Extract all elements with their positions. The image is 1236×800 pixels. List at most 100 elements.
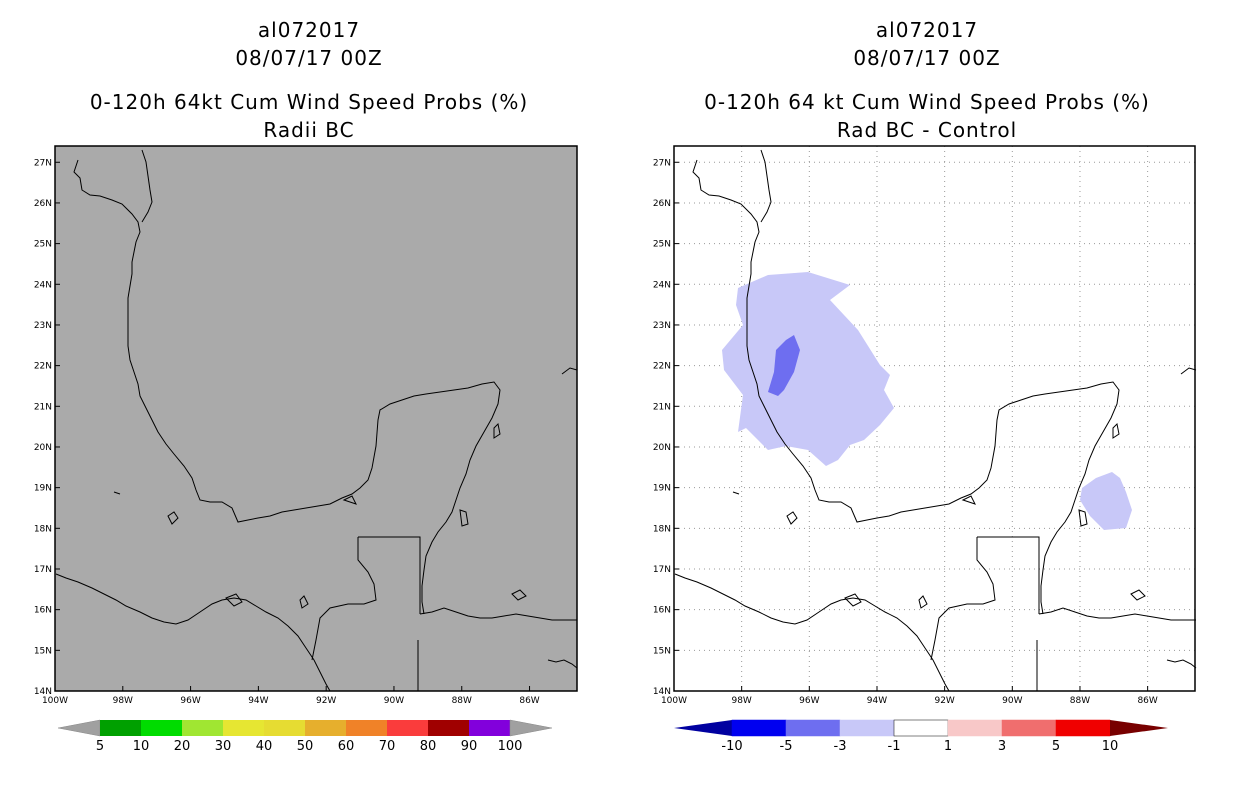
right-map-frame — [673, 145, 1196, 692]
lon-label: 96W — [180, 696, 200, 706]
left-coastlines — [55, 149, 578, 692]
colorbar-under-triangle — [674, 720, 732, 736]
colorbar-swatch — [428, 720, 469, 736]
lat-label: 27N — [34, 158, 52, 168]
lon-label: 88W — [1070, 696, 1090, 706]
coastline-segment — [358, 536, 421, 614]
lat-label: 23N — [34, 321, 52, 331]
colorbar-swatch — [264, 720, 305, 736]
difference-shade-light-west — [722, 272, 894, 466]
colorbar-over-triangle — [509, 719, 553, 737]
lat-label: 20N — [34, 443, 52, 453]
colorbar-label: -10 — [721, 739, 742, 754]
lon-label: 86W — [1137, 696, 1157, 706]
lon-label: 100W — [661, 696, 687, 706]
colorbar-label: -5 — [780, 739, 793, 754]
coastline-segment — [692, 159, 1120, 615]
right-lon-ticks: 100W 98W 96W 94W 92W 90W 88W 86W — [661, 686, 1158, 706]
lat-label: 22N — [34, 362, 52, 372]
lat-label: 22N — [653, 362, 671, 372]
colorbar-swatch — [947, 719, 1003, 737]
coastline-segment — [561, 367, 578, 375]
coastline-segment — [1166, 659, 1197, 669]
right-date: 08/07/17 00Z — [853, 46, 1001, 70]
difference-shade-mid-west — [768, 335, 800, 396]
lat-label: 18N — [34, 524, 52, 534]
colorbar-swatch — [223, 720, 264, 736]
colorbar-swatch — [785, 719, 841, 737]
lon-label: 100W — [42, 696, 68, 706]
right-product-title: 0-120h 64 kt Cum Wind Speed Probs (%) — [704, 90, 1150, 114]
lat-label: 16N — [653, 606, 671, 616]
coastline-segment — [1180, 367, 1197, 375]
lon-label: 88W — [452, 696, 472, 706]
coastline-segment — [1038, 607, 1196, 621]
left-product-title: 0-120h 64kt Cum Wind Speed Probs (%) — [89, 90, 529, 114]
lon-label: 92W — [934, 696, 954, 706]
coastline-segment — [167, 511, 179, 525]
lon-label: 94W — [867, 696, 887, 706]
colorbar-swatch — [100, 720, 141, 736]
lat-label: 27N — [653, 158, 671, 168]
right-lat-ticks: 27N 26N 25N 24N 23N 22N 21N 20N 19N 18N 17N 16N 15N 1… — [653, 158, 679, 697]
coastline-segment — [459, 509, 469, 527]
coastline-segment — [1112, 422, 1120, 439]
lat-label: 24N — [653, 280, 671, 290]
coastline-segment — [73, 159, 501, 615]
colorbar-swatch — [1055, 719, 1111, 737]
left-lon-ticks: 100W 98W 96W 94W 92W 90W 88W 86W — [42, 686, 540, 706]
right-map: 27N 26N 25N 24N 23N 22N 21N 20N 19N 18N 17N 16N 15N 1… — [653, 145, 1197, 754]
lat-label: 20N — [653, 443, 671, 453]
lat-label: 21N — [34, 402, 52, 412]
coastline-segment — [844, 593, 862, 607]
colorbar-swatch — [346, 720, 387, 736]
coastline-segment — [113, 491, 121, 495]
lon-label: 90W — [1002, 696, 1022, 706]
colorbar-label: 10 — [133, 739, 150, 754]
right-colorbar: -10 -5 -3 -1 1 3 5 10 — [674, 719, 1168, 754]
colorbar-label: 30 — [215, 739, 232, 754]
lat-label: 26N — [34, 199, 52, 209]
lat-label: 26N — [653, 199, 671, 209]
lat-label: 14N — [34, 687, 52, 697]
left-storm-id: al072017 — [257, 18, 361, 42]
lat-label: 17N — [34, 565, 52, 575]
coastline-segment — [225, 593, 243, 607]
coastline-segment — [55, 573, 331, 692]
colorbar-label: 5 — [96, 739, 104, 754]
left-map-frame — [54, 145, 578, 692]
lat-label: 21N — [653, 402, 671, 412]
coastline-segment — [1078, 509, 1088, 527]
lat-label: 23N — [653, 321, 671, 331]
colorbar-swatch — [305, 720, 346, 736]
lon-label: 98W — [731, 696, 751, 706]
colorbar-label: 80 — [420, 739, 437, 754]
coastline-segment — [141, 149, 153, 223]
colorbar-label: 5 — [1052, 739, 1060, 754]
coastline-segment — [493, 422, 501, 439]
lat-label: 14N — [653, 687, 671, 697]
colorbar-swatch — [387, 720, 428, 736]
lat-label: 15N — [34, 646, 52, 656]
coastline-segment — [311, 537, 377, 661]
left-map: 27N 26N 25N 24N 23N 22N 21N 20N 19N 18N 17N 16N 15N 1… — [34, 145, 578, 754]
lat-label: 19N — [653, 484, 671, 494]
coastline-segment — [760, 149, 772, 223]
lat-label: 15N — [653, 646, 671, 656]
colorbar-label: 70 — [379, 739, 396, 754]
lat-label: 18N — [653, 524, 671, 534]
lon-label: 86W — [519, 696, 539, 706]
colorbar-label: 40 — [256, 739, 273, 754]
colorbar-label: 3 — [998, 739, 1006, 754]
left-subtitle: Radii BC — [263, 118, 355, 142]
lat-label: 24N — [34, 280, 52, 290]
lat-label: 25N — [34, 240, 52, 250]
coastline-segment — [511, 589, 527, 601]
difference-shade-light-east — [1080, 472, 1132, 530]
coastline-segment — [930, 537, 996, 661]
colorbar-swatch — [182, 720, 223, 736]
left-date: 08/07/17 00Z — [235, 46, 383, 70]
coastline-segment — [299, 595, 309, 609]
coastline-segment — [547, 659, 578, 669]
left-lat-ticks: 27N 26N 25N 24N 23N 22N 21N 20N 19N 18N 17N 16N 15N 1… — [34, 158, 60, 697]
